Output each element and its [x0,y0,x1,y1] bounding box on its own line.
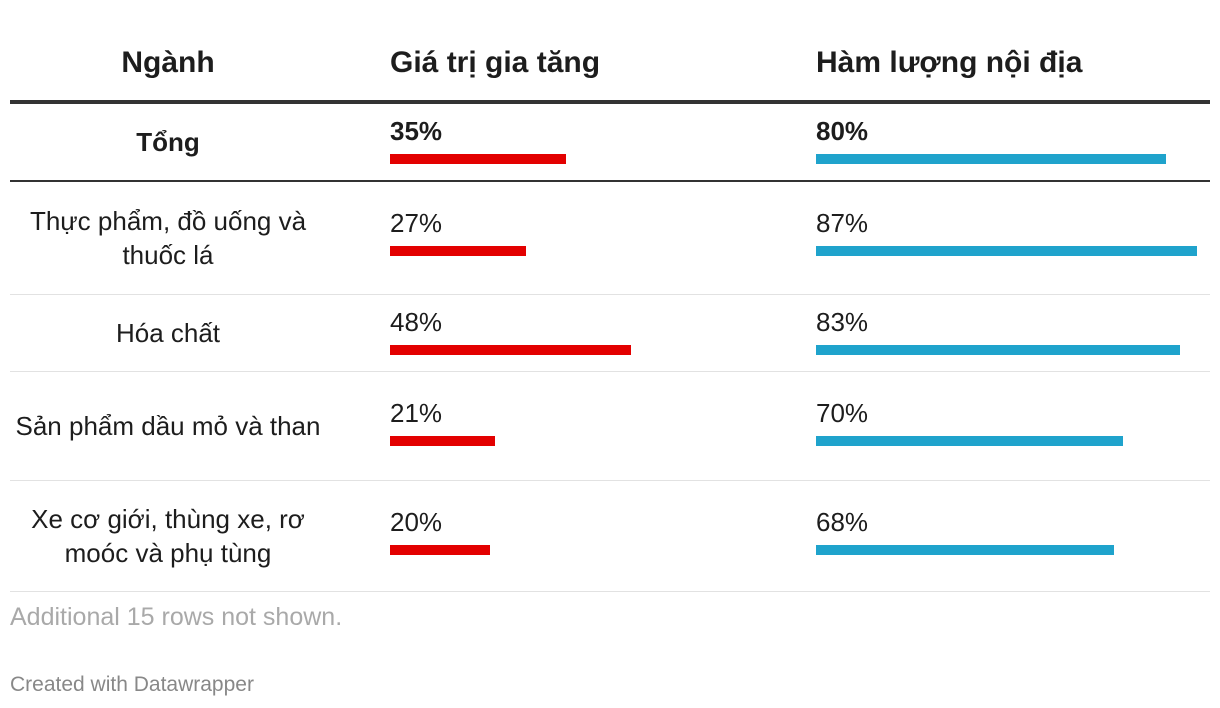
table-body: Tổng 35% 80% Thực phẩm, đồ uống và thuốc lá… [10,104,1210,592]
value-added-cell: 21% [390,398,800,446]
domestic-content-cell: 87% [816,208,1210,256]
sector-label: Sản phẩm dầu mỏ và than [15,411,321,441]
domestic-content-label: 68% [816,507,869,537]
total-row: Tổng 35% 80% [10,104,1210,182]
domestic-content-bar [816,246,1198,256]
value-added-bar [390,345,631,355]
domestic-content-bar [816,436,1123,446]
value-added-label: 27% [390,208,443,238]
value-added-label: 35% [390,116,443,146]
domestic-content-cell: 70% [816,398,1210,446]
domestic-content-label: 70% [816,398,869,428]
sector-label: Thực phẩm, đồ uống và thuốc lá [29,206,307,270]
domestic-content-cell: 80% [816,116,1210,164]
table-row: Hóa chất 48% 83% [10,295,1210,372]
header-value-added: Giá trị gia tăng [390,46,601,79]
rows-not-shown-note: Additional 15 rows not shown. [10,603,343,631]
table-row: Xe cơ giới, thùng xe, rơ moóc và phụ tùn… [10,481,1210,592]
domestic-content-label: 80% [816,116,869,146]
header-sector: Ngành [121,46,215,79]
value-added-cell: 48% [390,307,800,355]
data-table: Ngành Giá trị gia tăng Hàm lượng nội địa… [10,30,1210,592]
table-row: Sản phẩm dầu mỏ và than 21% 70% [10,372,1210,481]
header-domestic-content: Hàm lượng nội địa [816,46,1083,79]
value-added-bar [390,545,491,555]
domestic-content-cell: 83% [816,307,1210,355]
value-added-label: 48% [390,307,443,337]
value-added-bar [390,436,496,446]
value-added-bar [390,154,566,164]
sector-label: Hóa chất [115,318,221,348]
value-added-label: 21% [390,398,443,428]
value-added-label: 20% [390,507,443,537]
table-header: Ngành Giá trị gia tăng Hàm lượng nội địa [10,30,1210,104]
domestic-content-bar [816,545,1114,555]
datawrapper-credit: Created with Datawrapper [10,673,254,696]
value-added-cell: 35% [390,116,800,164]
table-row: Thực phẩm, đồ uống và thuốc lá 27% 87% [10,182,1210,295]
domestic-content-cell: 68% [816,507,1210,555]
value-added-bar [390,246,526,256]
sector-label: Tổng [136,127,200,157]
domestic-content-bar [816,345,1180,355]
sector-label: Xe cơ giới, thùng xe, rơ moóc và phụ tùn… [31,504,305,568]
value-added-cell: 27% [390,208,800,256]
domestic-content-label: 83% [816,307,869,337]
domestic-content-label: 87% [816,208,869,238]
domestic-content-bar [816,154,1167,164]
value-added-cell: 20% [390,507,800,555]
